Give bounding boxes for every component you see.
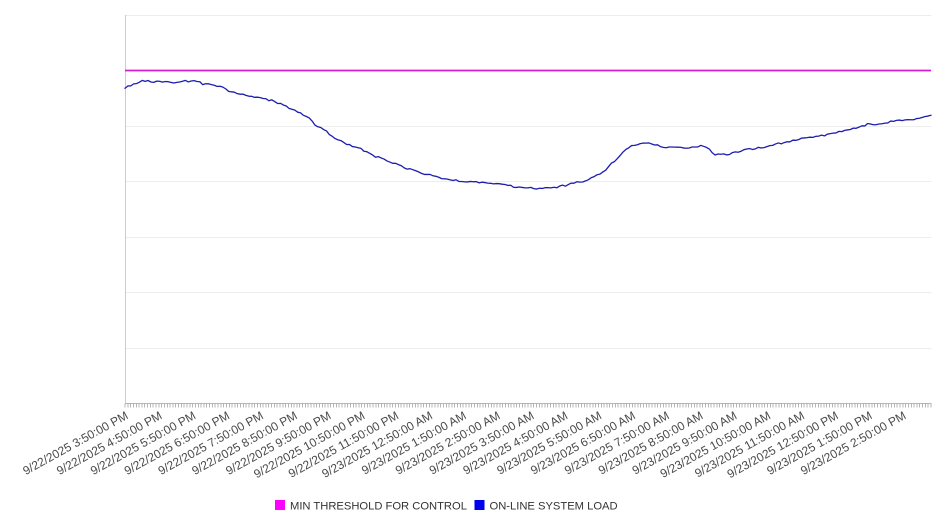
svg-text:ON-LINE SYSTEM LOAD: ON-LINE SYSTEM LOAD — [490, 501, 618, 513]
svg-text:MIN THRESHOLD FOR CONTROL: MIN THRESHOLD FOR CONTROL — [290, 501, 467, 513]
